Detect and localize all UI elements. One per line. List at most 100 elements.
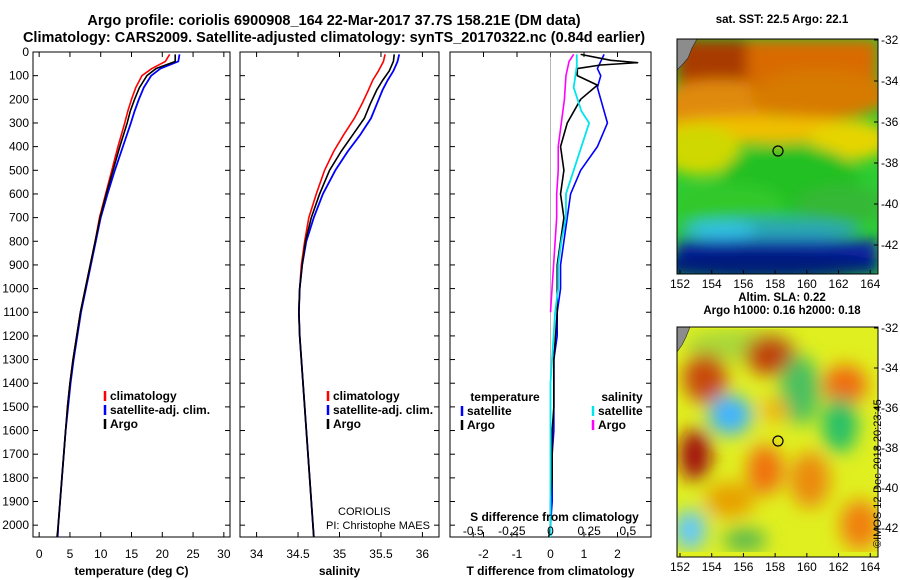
legend-label: climatology — [110, 389, 177, 403]
credit-pi: PI: Christophe MAES — [326, 520, 430, 532]
sst-map-title: sat. SST: 22.5 Argo: 22.1 — [715, 14, 849, 26]
y-tick-label: 2000 — [2, 518, 29, 532]
sla-map-lon-label: 158 — [765, 560, 785, 574]
sst-map-lon-label: 160 — [797, 277, 817, 291]
legend-title-salinity: salinity — [601, 390, 643, 404]
y-tick-label: 1500 — [2, 400, 29, 414]
plot-panel-temperature — [32, 51, 231, 538]
legend-label: satellite-adj. clim. — [110, 403, 210, 417]
x-tick-label: 34.5 — [286, 547, 310, 561]
sla-profile-marker — [772, 435, 784, 447]
y-tick-label: 500 — [9, 163, 29, 177]
series-line-climatology — [56, 53, 171, 538]
y-tick-label: 0 — [22, 45, 29, 59]
series-line-satellite-adj-clim- — [56, 54, 181, 538]
sla-map — [676, 326, 879, 558]
sla-map-lon-label: 164 — [860, 560, 880, 574]
salinity-diff-tick-label: 0.5 — [619, 524, 636, 538]
legend-label: climatology — [333, 389, 400, 403]
sla-map-lon-label: 156 — [733, 560, 753, 574]
sst-map-lon-label: 158 — [765, 277, 785, 291]
credit-institution: CORIOLIS — [338, 506, 391, 518]
x-tick-label: 1 — [581, 547, 588, 561]
y-tick-label: 1200 — [2, 329, 29, 343]
legend-label: Argo — [598, 418, 626, 432]
plot-frame-salinity — [239, 51, 440, 538]
sla-map-lat-label: -38 — [881, 441, 899, 455]
y-tick-label: 300 — [9, 116, 29, 130]
sst-map-lat-label: -40 — [881, 197, 899, 211]
timestamp-stamp: ©IMOS 12-Dec-2018 20:23:45 — [872, 399, 884, 548]
sla-map-title-line2: Argo h1000: 0.16 h2000: 0.18 — [703, 305, 861, 317]
salinity-diff-tick-label: 0 — [547, 524, 554, 538]
x-tick-label: 2 — [614, 547, 621, 561]
x-tick-label: 30 — [217, 547, 231, 561]
sst-map — [676, 38, 879, 275]
sst-map-lat-label: -34 — [881, 74, 899, 88]
series-line-satellite — [549, 54, 609, 537]
chart-title-line1: Argo profile: coriolis 6900908_164 22-Ma… — [87, 13, 581, 29]
series-line-argo — [548, 53, 639, 538]
legend-title-temperature: temperature — [470, 390, 540, 404]
salinity-diff-tick-label: 0.25 — [577, 524, 601, 538]
series-line-argo — [549, 53, 575, 313]
legend-label: Argo — [333, 417, 361, 431]
sla-map-lon-label: 152 — [670, 560, 690, 574]
chart-title-line2: Climatology: CARS2009. Satellite-adjuste… — [22, 30, 646, 46]
y-tick-label: 1100 — [3, 305, 29, 319]
series-line-climatology — [298, 54, 386, 538]
sst-map-lon-label: 164 — [860, 277, 880, 291]
y-tick-label: 1800 — [2, 471, 29, 485]
sla-map-lat-label: -34 — [881, 361, 899, 375]
sla-map-lat-label: -32 — [881, 321, 899, 335]
series-line-satellite — [549, 54, 591, 537]
plot-panel-salinity — [239, 51, 440, 538]
x-axis-label: salinity — [319, 564, 361, 578]
legend-label: satellite-adj. clim. — [333, 403, 433, 417]
x-tick-label: 35 — [333, 547, 347, 561]
sst-map-lon-label: 162 — [829, 277, 849, 291]
sst-map-lat-label: -38 — [881, 156, 899, 170]
plot-panel-difference — [449, 51, 652, 538]
sla-map-title-line1: Altim. SLA: 0.22 — [738, 292, 826, 304]
sla-map-lon-label: 162 — [829, 560, 849, 574]
salinity-diff-tick-label: -0.5 — [463, 524, 484, 538]
sla-map-lon-label: 154 — [702, 560, 722, 574]
x-tick-label: 25 — [186, 547, 200, 561]
sla-map-lat-label: -42 — [881, 521, 899, 535]
y-tick-label: 1600 — [2, 424, 29, 438]
x-axis-label: temperature (deg C) — [74, 564, 188, 578]
sla-map-lat-label: -40 — [881, 481, 899, 495]
legend-label: satellite — [467, 404, 512, 418]
x-tick-label: -2 — [478, 547, 489, 561]
sst-map-lat-label: -32 — [881, 33, 899, 47]
sst-map-lon-label: 152 — [670, 277, 690, 291]
sst-map-lat-label: -42 — [881, 238, 899, 252]
y-tick-label: 400 — [9, 140, 29, 154]
series-line-argo — [298, 54, 396, 538]
x-tick-label: 36 — [416, 547, 430, 561]
y-tick-label: 800 — [9, 234, 29, 248]
y-tick-label: 1300 — [2, 353, 29, 367]
x-tick-label: 20 — [156, 547, 170, 561]
sst-map-lon-label: 156 — [733, 277, 753, 291]
legend-label: Argo — [110, 417, 138, 431]
salinity-diff-tick-label: -0.25 — [498, 524, 526, 538]
y-tick-label: 1400 — [2, 376, 29, 390]
salinity-diff-axis-label: S difference from climatology — [470, 510, 639, 524]
x-tick-label: 0 — [547, 547, 554, 561]
x-tick-label: 35.5 — [369, 547, 393, 561]
x-tick-label: 10 — [94, 547, 108, 561]
y-tick-label: 1700 — [2, 447, 29, 461]
x-tick-label: -1 — [512, 547, 523, 561]
sla-map-lon-label: 160 — [797, 560, 817, 574]
y-tick-label: 100 — [9, 69, 29, 83]
y-tick-label: 1900 — [2, 495, 29, 509]
sst-map-lon-label: 154 — [702, 277, 722, 291]
x-tick-label: 0 — [36, 547, 43, 561]
y-tick-label: 200 — [9, 92, 29, 106]
legend-label: Argo — [467, 418, 495, 432]
x-tick-label: 34 — [250, 547, 264, 561]
x-axis-label: T difference from climatology — [466, 564, 634, 578]
